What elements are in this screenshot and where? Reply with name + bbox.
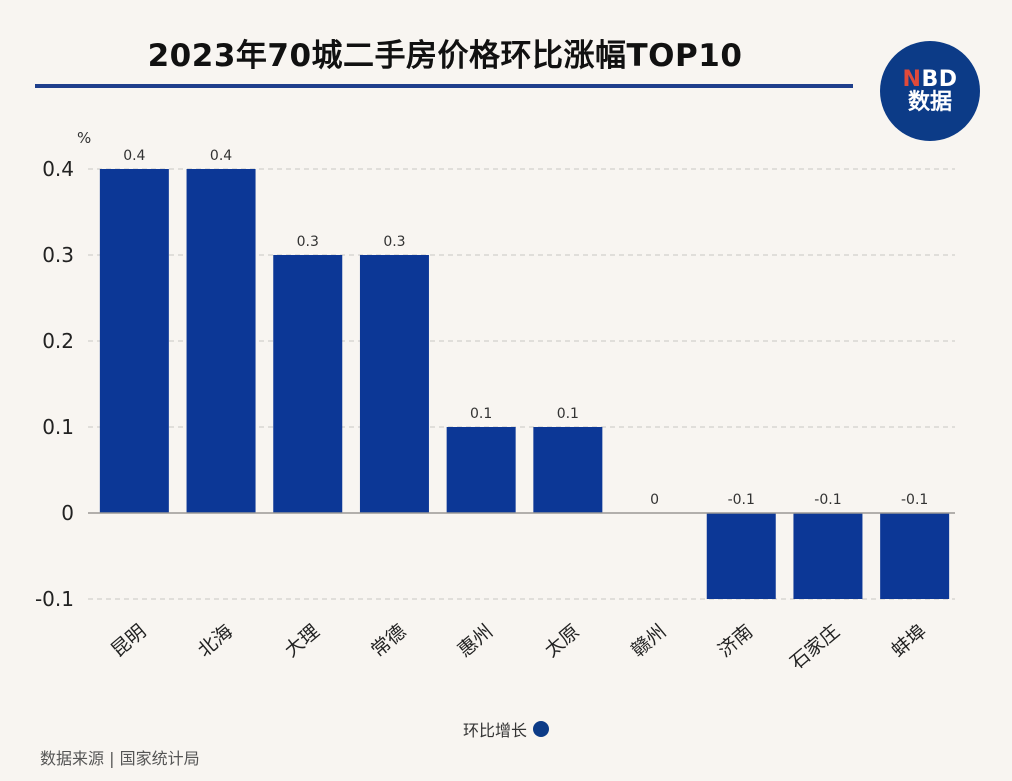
y-axis-unit: %	[77, 129, 91, 147]
x-category-label: 赣州	[627, 620, 670, 661]
x-category-label: 大理	[280, 620, 323, 661]
data-label: 0.4	[210, 148, 232, 164]
bar	[533, 427, 603, 513]
x-category-label: 常德	[367, 620, 410, 661]
title-underline	[35, 84, 853, 88]
nbd-logo: NBD 数据	[880, 41, 980, 141]
data-label: 0.1	[470, 406, 492, 422]
data-label: 0.4	[123, 148, 145, 164]
data-label: -0.1	[728, 492, 755, 508]
bar	[359, 255, 429, 513]
logo-line-1: NBD	[902, 66, 958, 92]
y-tick-label: 0.1	[42, 415, 74, 439]
chart-title: 2023年70城二手房价格环比涨幅TOP10	[147, 38, 743, 74]
logo-line-2: 数据	[907, 90, 952, 115]
bar	[880, 513, 950, 599]
bar	[99, 169, 169, 513]
y-tick-label: 0.3	[42, 243, 74, 267]
data-label: 0.3	[297, 234, 319, 250]
data-label: 0.3	[383, 234, 405, 250]
legend-label: 环比增长	[462, 721, 527, 740]
x-category-label: 昆明	[107, 620, 150, 661]
data-label: 0.1	[557, 406, 579, 422]
x-category-label: 蚌埠	[887, 620, 930, 661]
x-category-label: 石家庄	[786, 620, 844, 674]
bar	[446, 427, 516, 513]
bar	[186, 169, 256, 513]
y-tick-label: -0.1	[35, 587, 74, 611]
data-label: -0.1	[901, 492, 928, 508]
bar	[706, 513, 776, 599]
x-category-label: 济南	[714, 620, 757, 661]
y-tick-label: 0.2	[42, 329, 74, 353]
data-label: -0.1	[814, 492, 841, 508]
bar	[273, 255, 343, 513]
source-note: 数据来源 | 国家统计局	[40, 749, 200, 768]
y-tick-label: 0.4	[42, 157, 74, 181]
x-category-label: 惠州	[454, 620, 497, 661]
legend-swatch	[533, 721, 549, 737]
x-category-label: 北海	[194, 620, 237, 661]
y-tick-label: 0	[61, 501, 74, 525]
bar	[793, 513, 863, 599]
x-category-label: 太原	[541, 620, 584, 661]
data-label: 0	[650, 492, 659, 508]
legend: 环比增长	[0, 717, 1012, 741]
